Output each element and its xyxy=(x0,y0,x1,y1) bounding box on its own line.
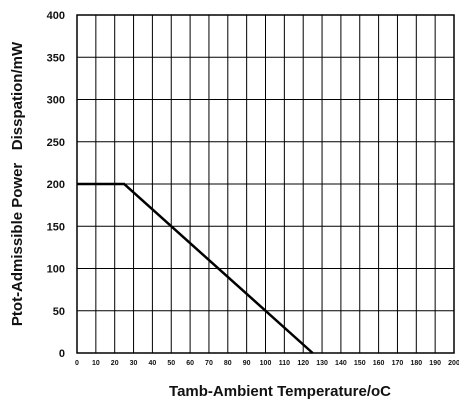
x-tick-label: 160 xyxy=(373,360,385,367)
y-tick-label: 50 xyxy=(53,306,65,318)
x-tick-label: 110 xyxy=(279,360,290,367)
y-tick-label: 0 xyxy=(59,348,65,360)
x-tick-label: 200 xyxy=(448,360,459,367)
x-tick-label: 190 xyxy=(429,360,441,367)
x-tick-label: 0 xyxy=(75,360,79,367)
y-tick-label: 100 xyxy=(47,264,65,276)
x-tick-label: 30 xyxy=(130,360,138,367)
x-tick-label: 170 xyxy=(392,360,404,367)
x-tick-label: 10 xyxy=(92,360,100,367)
x-tick-label: 70 xyxy=(205,360,213,367)
y-tick-label: 200 xyxy=(47,179,65,191)
y-tick-label: 250 xyxy=(47,137,65,149)
x-tick-label: 90 xyxy=(243,360,251,367)
x-tick-label: 150 xyxy=(354,360,366,367)
series xyxy=(77,182,314,354)
x-tick-label: 130 xyxy=(316,360,328,367)
x-tick-label: 80 xyxy=(224,360,232,367)
tick-labels: 0 10 20 30 40 50 60 70 80 90 100 110 120 130 140 150 160… xyxy=(47,10,459,367)
x-tick-label: 140 xyxy=(335,360,347,367)
y-axis-title: Ptot-Admissible Power Disspation/mW xyxy=(9,41,26,326)
x-axis-title: Tamb-Ambient Temperature/oC xyxy=(169,383,391,400)
x-tick-label: 100 xyxy=(260,360,272,367)
grid xyxy=(76,14,455,354)
x-tick-label: 20 xyxy=(111,360,119,367)
x-tick-label: 50 xyxy=(167,360,175,367)
x-tick-label: 120 xyxy=(297,360,309,367)
y-tick-label: 350 xyxy=(47,52,65,64)
x-tick-label: 40 xyxy=(149,360,157,367)
y-tick-label: 150 xyxy=(47,221,65,233)
plot-frame xyxy=(76,14,455,354)
x-tick-label: 60 xyxy=(186,360,194,367)
y-tick-label: 400 xyxy=(47,10,65,22)
y-tick-label: 300 xyxy=(47,95,65,107)
series-line-derating xyxy=(77,182,314,354)
x-tick-label: 180 xyxy=(410,360,422,367)
